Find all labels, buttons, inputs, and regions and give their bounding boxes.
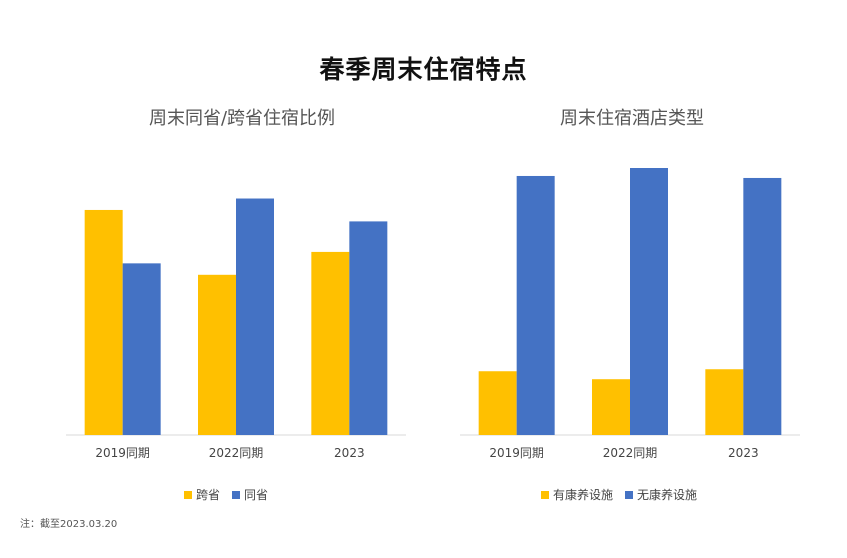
chart1-legend-label-2: 同省: [244, 488, 269, 502]
chart2-legend-label-1: 有康养设施: [553, 488, 614, 502]
chart1-bar-1-2: [198, 274, 236, 435]
chart2-tick-label-2: 2022同期: [603, 446, 658, 460]
chart2-bar-1-3: [705, 369, 744, 435]
page-title: 春季周末住宿特点: [319, 55, 528, 84]
chart1-title: 周末同省/跨省住宿比例: [148, 108, 336, 129]
chart1-bar-2-2: [236, 198, 274, 435]
chart1-legend-item-1: 跨省: [184, 486, 220, 503]
chart2-bar-2-3: [743, 177, 782, 435]
footnote: 注：截至2023.03.20: [20, 519, 118, 530]
chart1-bar-2-1: [122, 263, 161, 435]
chart1-bar-2-3: [349, 221, 388, 435]
chart2-legend-label-2: 无康养设施: [637, 488, 698, 502]
chart2-legend-swatch-1: [541, 490, 549, 499]
chart1-tick-label-2: 2022同期: [209, 446, 264, 460]
chart2-tick-label-3: 2023: [728, 446, 759, 460]
chart2-legend-swatch-2: [625, 490, 634, 499]
chart1-bar-1-3: [311, 251, 350, 435]
chart2-bar-1-1: [478, 371, 517, 435]
chart1-bar-1-1: [84, 209, 123, 435]
chart1-legend-label-1: 跨省: [196, 488, 221, 502]
chart2-legend: 有康养设施 无康养设施: [541, 486, 709, 503]
chart2-title: 周末住宿酒店类型: [560, 108, 704, 129]
chart1-legend-swatch-2: [232, 490, 241, 499]
chart1-tick-label-1: 2019同期: [95, 446, 150, 460]
chart1-legend: 跨省 同省: [184, 486, 280, 503]
chart2-bar-1-2: [592, 379, 630, 435]
chart1-legend-item-2: 同省: [232, 486, 268, 503]
chart2-legend-item-1: 有康养设施: [541, 486, 613, 503]
chart1-tick-label-3: 2023: [334, 446, 365, 460]
chart2-bar-2-2: [630, 168, 668, 435]
chart2-tick-label-1: 2019同期: [489, 446, 544, 460]
chart2-bar-2-1: [516, 175, 555, 435]
chart1-legend-swatch-1: [184, 490, 192, 499]
chart2-legend-item-2: 无康养设施: [625, 486, 697, 503]
